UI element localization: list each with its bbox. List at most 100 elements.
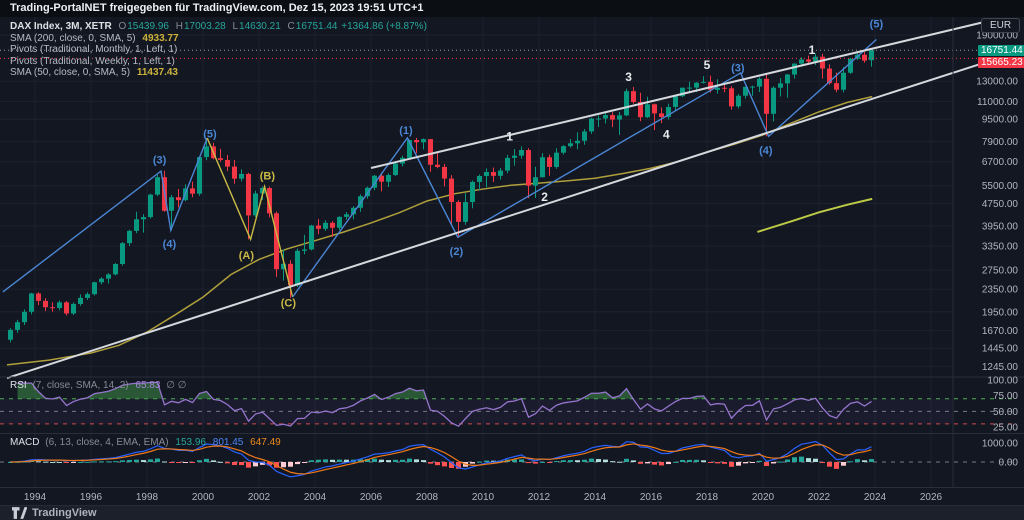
- channel-lower: [6, 59, 993, 379]
- price-levels-layer: [0, 49, 978, 59]
- impulse-wave-1990s: [2, 137, 208, 293]
- axis-tick-label: 2350.00: [982, 285, 1019, 296]
- macd-name: MACD: [10, 437, 40, 448]
- wave-label: (5): [870, 18, 884, 30]
- macd-pane: [0, 440, 1012, 478]
- macd-line-value: 801.45: [212, 437, 244, 448]
- axis-tick-label: 9500.00: [982, 115, 1019, 126]
- close-label: C: [287, 21, 295, 32]
- wave-label: 1: [506, 130, 513, 144]
- sma200-label: SMA (200, close, 0, SMA, 5): [10, 32, 136, 44]
- wave-label: (3): [153, 154, 167, 166]
- last-price-badge: 16751.44: [978, 45, 1024, 56]
- axis-tick-label: 2010: [472, 492, 495, 503]
- axis-tick-label: 1994: [24, 492, 47, 503]
- wave-label: (A): [239, 250, 255, 262]
- close-value: 16751.44: [295, 21, 338, 32]
- rsi-hidden-values: ∅ ∅: [166, 380, 187, 391]
- wave-label: (B): [260, 171, 276, 183]
- axis-tick-label: 1000.00: [982, 439, 1019, 450]
- axis-tick-label: 2018: [696, 492, 719, 503]
- axis-tick-label: 2024: [864, 492, 887, 503]
- indicator-row-sma200[interactable]: SMA (200, close, 0, SMA, 5) 4933.77: [10, 33, 427, 45]
- wave-label: (1): [399, 125, 413, 137]
- axis-tick-label: 19000.00: [976, 30, 1018, 41]
- axis-tick-label: 2014: [584, 492, 607, 503]
- axis-tick-label: 2012: [528, 492, 551, 503]
- axis-tick-label: 2016: [640, 492, 663, 503]
- macd-signal-line: [10, 443, 872, 475]
- rsi-name: RSI: [10, 380, 27, 391]
- axis-tick-label: 4750.00: [982, 199, 1019, 210]
- low-value: 14630.21: [239, 21, 281, 32]
- axis-tick-label: 2020: [752, 492, 775, 503]
- axis-tick-label: 50.00: [993, 407, 1018, 418]
- open-value: 15439.96: [127, 21, 169, 32]
- currency-button[interactable]: EUR: [981, 18, 1020, 33]
- wave-label: (4): [163, 239, 177, 251]
- candlestick-series: [8, 48, 874, 343]
- tradingview-logo-icon[interactable]: [12, 507, 27, 519]
- sma50-label: SMA (50, close, 0, SMA, 5): [10, 67, 131, 79]
- axis-tick-label: 3950.00: [982, 221, 1019, 232]
- axis-tick-label: 3350.00: [982, 241, 1019, 252]
- macd-legend[interactable]: MACD (6, 13, close, 4, EMA, EMA) 153.96 …: [10, 437, 281, 448]
- axis-tick-label: 1950.00: [982, 307, 1019, 318]
- high-label: H: [175, 21, 183, 32]
- wave-label: (2): [450, 246, 464, 258]
- macd-signal-value: 647.49: [250, 437, 281, 448]
- tradingview-wordmark[interactable]: TradingView: [32, 507, 97, 519]
- change-value: +1364.86 (+8.87%): [341, 21, 427, 32]
- rsi-params: (7, close, SMA, 14, 2): [32, 380, 129, 391]
- rsi-line: [17, 381, 872, 428]
- axis-tick-label: 1670.00: [982, 326, 1019, 337]
- indicator-row-pivots-weekly[interactable]: Pivots (Traditional, Weekly, 1, Left, 1): [10, 56, 427, 68]
- sma200-value: 4933.77: [142, 32, 179, 44]
- macd-params: (6, 13, close, 4, EMA, EMA): [45, 437, 169, 448]
- wave-label: (C): [281, 297, 297, 309]
- axis-tick-label: 2002: [248, 492, 271, 503]
- drawings-layer[interactable]: [2, 19, 993, 379]
- axis-tick-label: 2022: [808, 492, 831, 503]
- pane-separators[interactable]: [0, 17, 1024, 488]
- price-axis[interactable]: 19000.0013000.0011000.009500.007900.0067…: [24, 30, 1019, 503]
- low-label: L: [232, 21, 239, 32]
- macd-hist-value: 153.96: [175, 437, 206, 448]
- axis-tick-label: 2000: [192, 492, 215, 503]
- channel-upper: [370, 19, 993, 170]
- symbol-title: DAX Index, 3M, XETR: [10, 21, 112, 32]
- axis-tick-label: 6700.00: [982, 157, 1019, 168]
- header-title: Trading-PortalNET freigegeben für Tradin…: [10, 2, 424, 14]
- axis-tick-label: 7900.00: [982, 137, 1019, 148]
- wave-label: 4: [663, 127, 670, 141]
- axis-tick-label: 11000.00: [977, 97, 1018, 108]
- main-legend: DAX Index, 3M, XETR O15439.96 H17003.28 …: [10, 21, 427, 79]
- wave-labels-layer: (3) (4) (5) (A) (B) (C) (1) (2) 1 2 3 4 5 (3) (4) 1 (5): [153, 18, 884, 309]
- wave-label: 5: [704, 58, 711, 72]
- indicator-row-pivots-monthly[interactable]: Pivots (Traditional, Monthly, 1, Left, 1…: [10, 44, 427, 56]
- symbol-legend-row[interactable]: DAX Index, 3M, XETR O15439.96 H17003.28 …: [10, 21, 427, 33]
- wave-label: (4): [759, 145, 773, 157]
- header-bar: Trading-PortalNET freigegeben für Tradin…: [0, 0, 1024, 17]
- rsi-legend[interactable]: RSI (7, close, SMA, 14, 2) 65.83 ∅ ∅: [10, 380, 186, 391]
- axis-tick-label: 1445.00: [982, 344, 1019, 355]
- indicator-row-sma50[interactable]: SMA (50, close, 0, SMA, 5) 11437.43: [10, 67, 427, 79]
- axis-tick-label: 2026: [920, 492, 943, 503]
- wave-label: 2: [541, 190, 548, 204]
- wave-label: 3: [625, 70, 632, 84]
- rsi-value: 65.83: [135, 380, 161, 391]
- footer-bar: TradingView: [0, 505, 1024, 520]
- axis-tick-label: 1998: [136, 492, 159, 503]
- axis-tick-label: 5500.00: [982, 181, 1019, 192]
- wave-label: 1: [809, 43, 816, 57]
- axis-tick-label: 1245.00: [982, 362, 1019, 373]
- sma200-line: [757, 197, 873, 233]
- pivot-level-badge: 15665.23: [978, 56, 1024, 68]
- axis-tick-label: 2006: [360, 492, 383, 503]
- axis-tick-label: 1996: [80, 492, 103, 503]
- axis-tick-label: 75.00: [993, 391, 1018, 402]
- axis-tick-label: 0.00: [999, 458, 1019, 469]
- open-label: O: [118, 21, 127, 32]
